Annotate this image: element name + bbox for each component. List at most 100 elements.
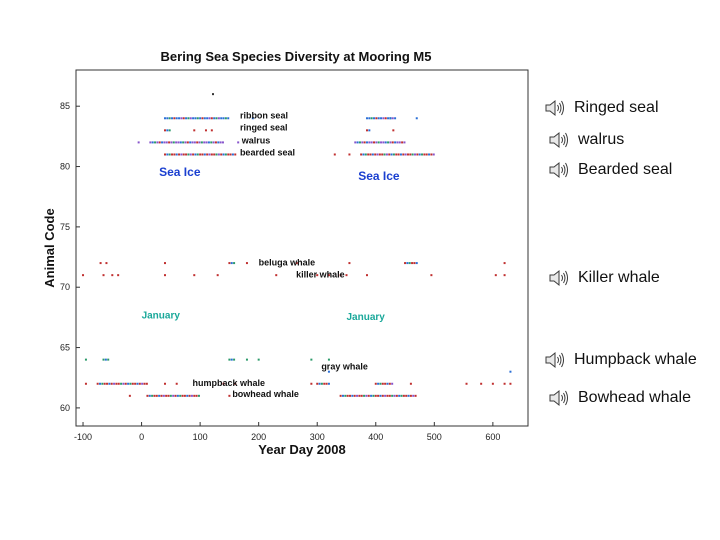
plot-frame (75, 69, 529, 427)
detection-mark (349, 394, 352, 397)
sound-item-bearded-seal[interactable]: Bearded seal (548, 160, 672, 180)
detection-mark (188, 394, 191, 397)
detection-mark (377, 382, 380, 385)
speaker-icon[interactable] (548, 160, 570, 180)
annotation-sea-ice-2: Sea Ice (358, 169, 400, 183)
marks-layer (82, 93, 512, 397)
detection-point (210, 129, 213, 132)
detection-mark (391, 117, 394, 120)
detection-mark (395, 153, 398, 156)
detection-mark (367, 153, 370, 156)
detection-mark (101, 382, 104, 385)
detection-mark (172, 394, 175, 397)
detection-mark (166, 129, 169, 132)
detection-mark (387, 117, 390, 120)
detection-mark (401, 141, 404, 144)
ticks-layer: -100 0 100 200 300 400 500 600 60 65 70 75 80 85 (60, 101, 500, 442)
detection-point (409, 382, 412, 385)
detection-mark (184, 141, 187, 144)
detection-mark (171, 117, 174, 120)
detection-mark (189, 117, 192, 120)
sound-item-humpback-whale[interactable]: Humpback whale (544, 350, 697, 370)
annotations-layer: ribbon seal ringed seal walrus bearded seal… (142, 110, 400, 399)
detection-mark (421, 153, 424, 156)
detection-mark (96, 382, 99, 385)
detection-mark (172, 141, 175, 144)
detection-mark (179, 141, 182, 144)
detection-mark (189, 153, 192, 156)
detection-mark (394, 141, 397, 144)
detection-point (339, 274, 342, 277)
detection-mark (360, 394, 363, 397)
detection-point (175, 382, 178, 385)
detection-mark (165, 141, 168, 144)
y-tick-label: 80 (60, 162, 70, 172)
detection-mark (197, 394, 200, 397)
detection-mark (155, 394, 158, 397)
detection-mark (187, 153, 190, 156)
sound-item-killer-whale[interactable]: Killer whale (548, 268, 660, 288)
detection-mark (377, 117, 380, 120)
detection-mark (381, 394, 384, 397)
detection-mark (325, 382, 328, 385)
detection-mark (392, 153, 395, 156)
detection-mark (375, 141, 378, 144)
detection-mark (205, 141, 208, 144)
detection-mark (178, 117, 181, 120)
detection-mark (418, 153, 421, 156)
detection-point (327, 370, 330, 373)
detection-mark (161, 141, 164, 144)
detection-mark (168, 117, 171, 120)
detection-mark (416, 153, 419, 156)
detection-mark (194, 153, 197, 156)
detection-point (389, 117, 392, 120)
detection-mark (104, 358, 107, 361)
detection-mark (195, 394, 198, 397)
speaker-icon[interactable] (548, 268, 570, 288)
sound-item-label: Bearded seal (578, 161, 673, 178)
detection-mark (374, 394, 377, 397)
detection-point (216, 274, 219, 277)
detection-mark (230, 262, 233, 265)
detection-mark (387, 141, 390, 144)
detection-mark (171, 153, 174, 156)
detection-mark (212, 141, 215, 144)
detection-mark (168, 141, 171, 144)
detection-mark (222, 117, 225, 120)
detection-mark (210, 117, 213, 120)
detection-mark (107, 358, 110, 361)
detection-mark (231, 153, 234, 156)
x-tick-label: 600 (485, 432, 500, 442)
detection-mark (411, 262, 414, 265)
sound-item-ringed-seal[interactable]: Ringed seal (544, 98, 659, 118)
detection-mark (169, 394, 172, 397)
detection-mark (179, 394, 182, 397)
detection-mark (395, 394, 398, 397)
detection-mark (413, 262, 416, 265)
speaker-icon[interactable] (548, 130, 570, 150)
sound-item-label: Humpback whale (574, 351, 697, 368)
detection-point (348, 153, 351, 156)
detection-point (465, 382, 468, 385)
sound-item-walrus[interactable]: walrus (548, 130, 624, 150)
detection-mark (158, 141, 161, 144)
detection-mark (377, 394, 380, 397)
detection-mark (391, 141, 394, 144)
detection-mark (369, 153, 372, 156)
speaker-icon[interactable] (544, 350, 566, 370)
speaker-icon[interactable] (548, 388, 570, 408)
detection-mark (199, 153, 202, 156)
detection-mark (189, 141, 192, 144)
detection-mark (379, 382, 382, 385)
detection-mark (185, 117, 188, 120)
detection-mark (178, 153, 181, 156)
sound-item-bowhead-whale[interactable]: Bowhead whale (548, 388, 691, 408)
detection-mark (234, 153, 237, 156)
y-tick-label: 65 (60, 343, 70, 353)
detection-point (193, 274, 196, 277)
speaker-icon[interactable] (544, 98, 566, 118)
annotation-ringed-seal: ringed seal (240, 122, 288, 132)
detection-point (509, 370, 512, 373)
detection-mark (384, 394, 387, 397)
